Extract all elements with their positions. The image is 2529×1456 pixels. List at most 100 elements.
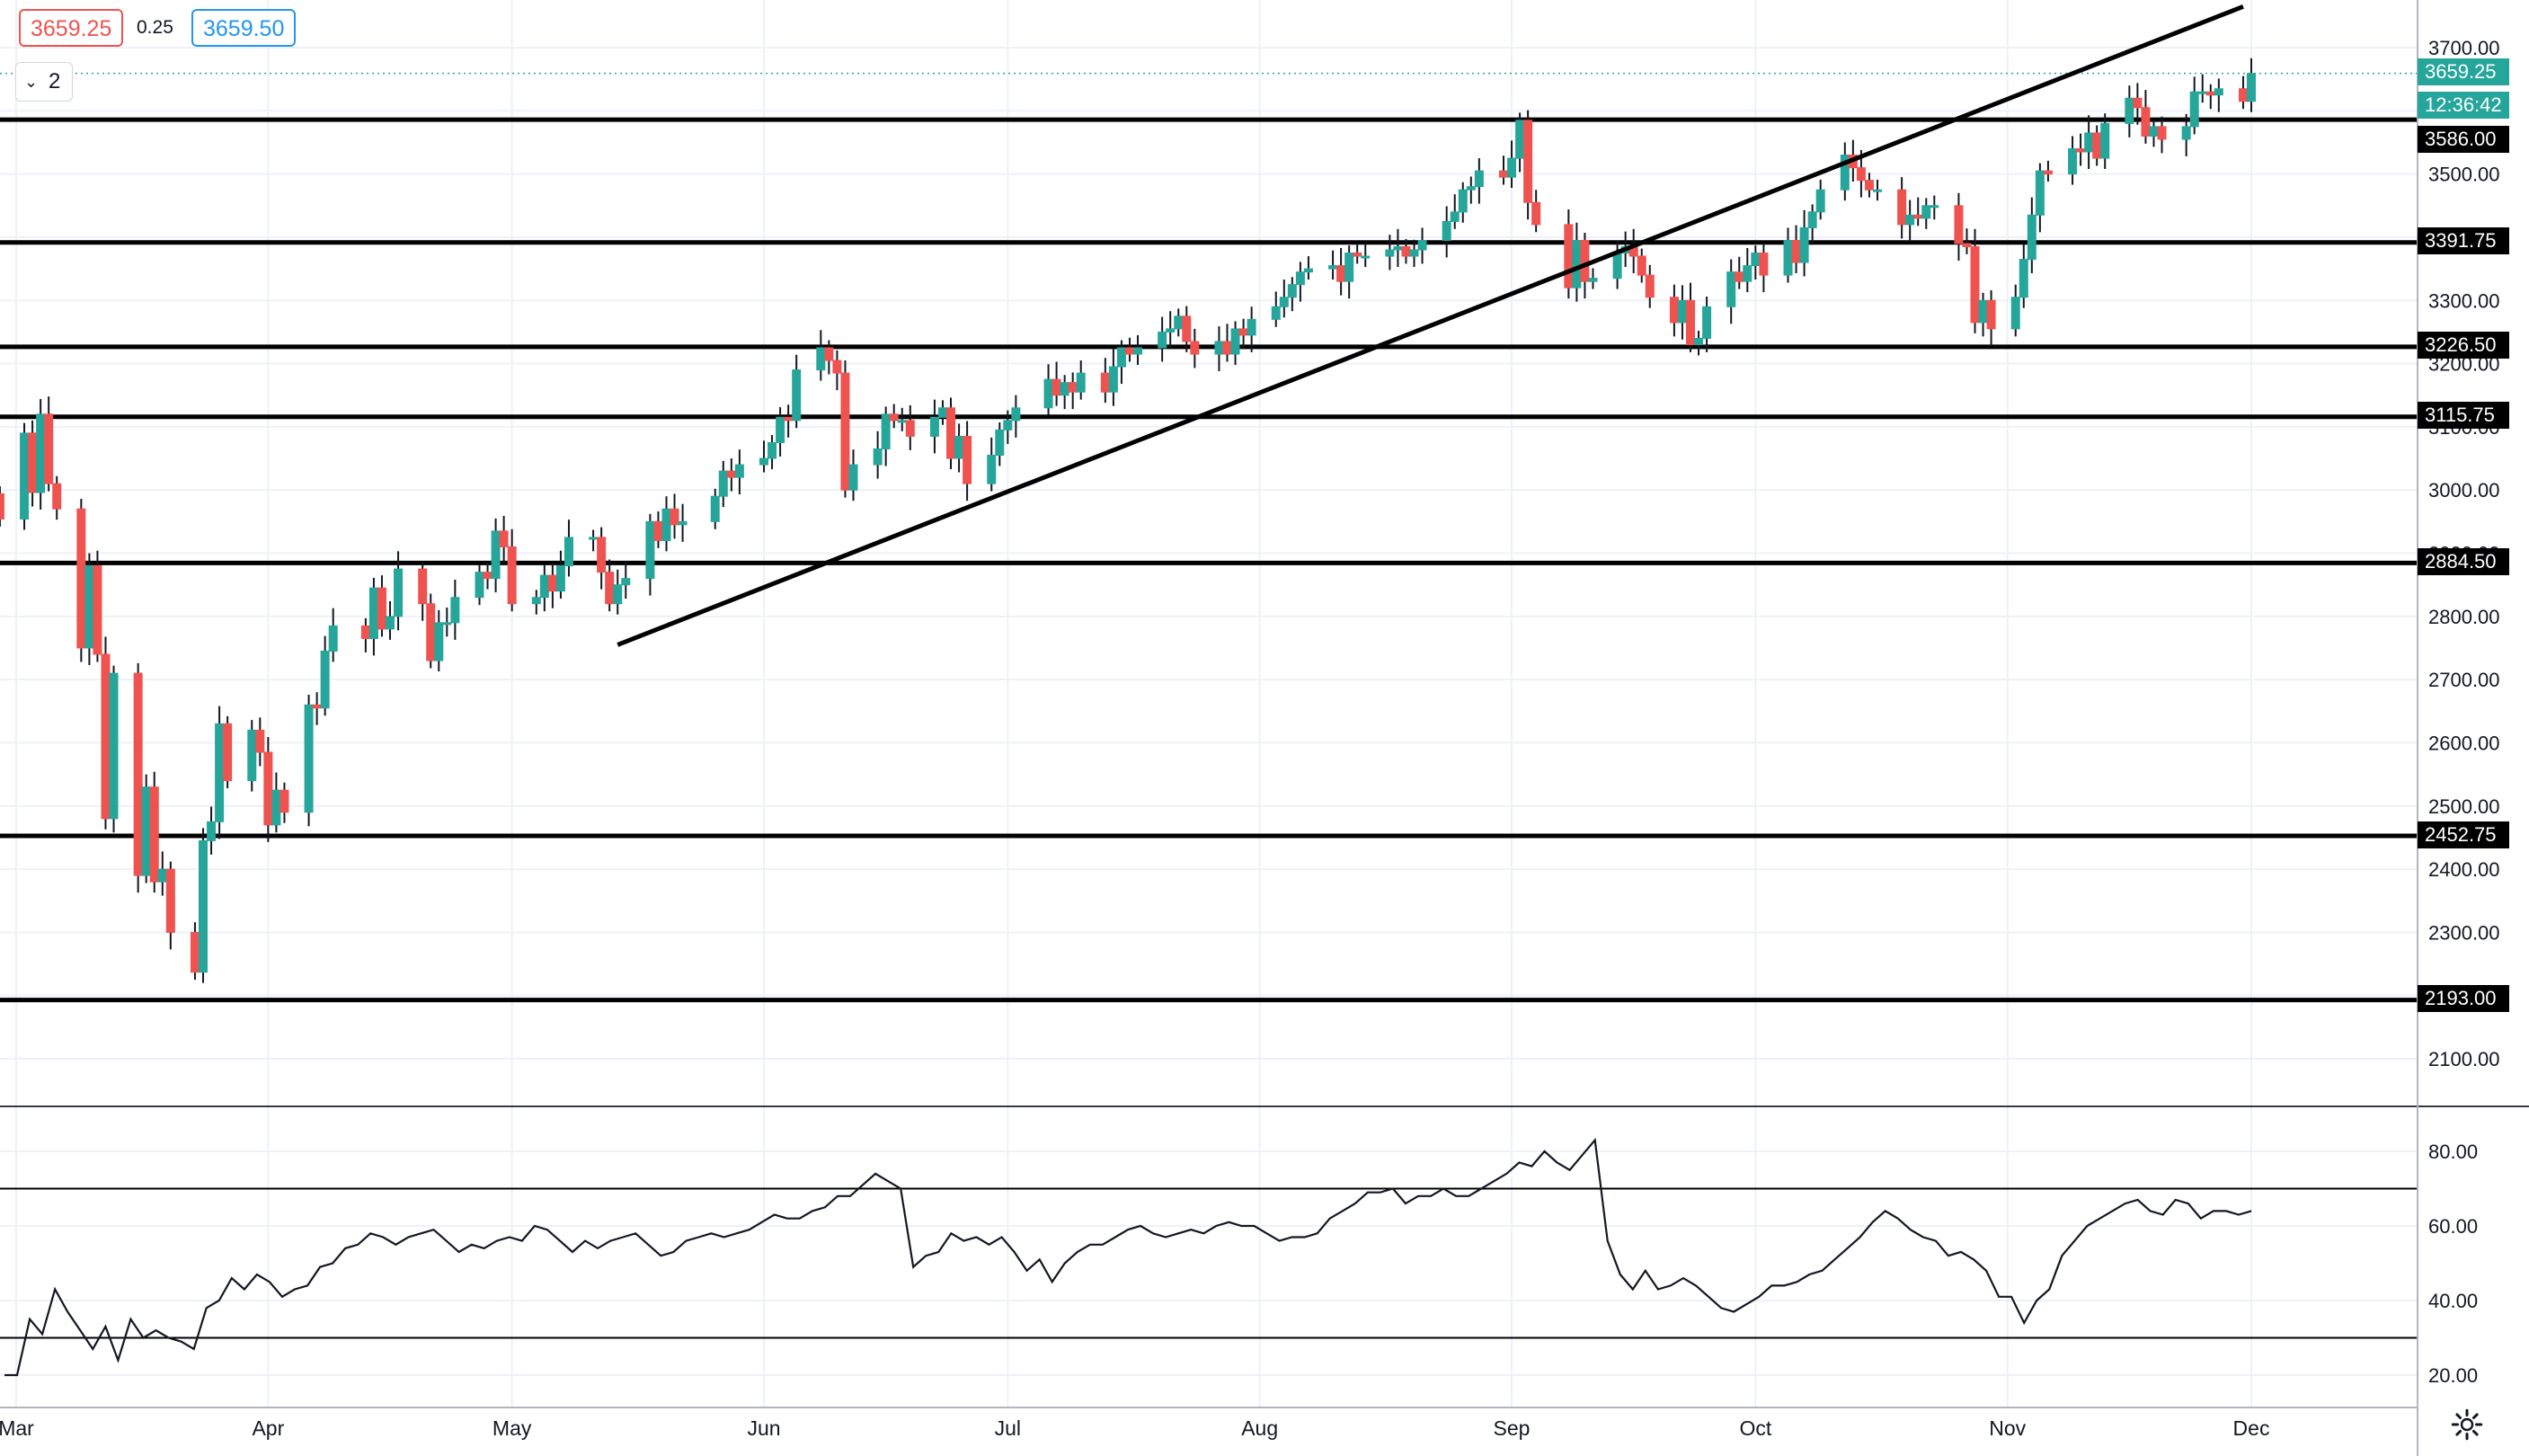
candle xyxy=(1694,337,1704,345)
candle xyxy=(1856,167,1866,182)
candle xyxy=(621,578,631,586)
candle xyxy=(360,625,370,639)
candle xyxy=(1043,378,1053,409)
candle xyxy=(547,574,557,592)
candle xyxy=(2247,73,2256,102)
price-axis-label: 2300.00 xyxy=(2428,921,2500,944)
candle xyxy=(1133,347,1143,355)
ask-price[interactable]: 3659.50 xyxy=(191,9,297,47)
candle xyxy=(368,587,378,639)
candle xyxy=(1637,255,1646,276)
trendline[interactable] xyxy=(617,4,2244,647)
candle xyxy=(897,420,907,423)
candle xyxy=(1353,253,1362,257)
gear-icon[interactable] xyxy=(2451,1408,2483,1441)
candle xyxy=(2238,88,2248,102)
candle xyxy=(1726,271,1736,307)
candle xyxy=(1864,180,1874,191)
candlestick-series xyxy=(0,58,2256,983)
candle xyxy=(247,729,257,782)
candle xyxy=(1108,366,1118,393)
candle xyxy=(2100,122,2110,159)
candle xyxy=(1230,328,1240,355)
price-axis-label: 2500.00 xyxy=(2428,795,2500,818)
pane-toggle-button[interactable]: ⌄ 2 xyxy=(15,62,73,102)
candle xyxy=(149,786,159,883)
candle xyxy=(2019,259,2028,298)
candle xyxy=(223,723,233,782)
price-axis-label: 2800.00 xyxy=(2428,606,2500,628)
candle xyxy=(101,653,111,820)
candle xyxy=(563,537,573,567)
candle xyxy=(76,508,86,649)
price-axis-label: 2100.00 xyxy=(2428,1048,2500,1070)
candle xyxy=(1507,157,1517,178)
candle xyxy=(946,407,956,459)
candle xyxy=(2010,297,2020,330)
time-axis-label: Sep xyxy=(1494,1416,1531,1440)
time-axis-label: Mar xyxy=(0,1416,34,1440)
candle xyxy=(1214,341,1224,355)
candle xyxy=(954,435,964,459)
trendline-line[interactable] xyxy=(617,4,2244,647)
candle xyxy=(824,347,834,361)
time-axis-label: May xyxy=(492,1416,532,1440)
candle xyxy=(613,584,623,605)
candle xyxy=(1336,265,1346,282)
candle xyxy=(1962,243,1972,247)
bid-price[interactable]: 3659.25 xyxy=(19,9,124,47)
candle xyxy=(1913,214,1923,219)
candle xyxy=(271,789,281,826)
candle xyxy=(499,530,509,547)
candle xyxy=(1166,328,1176,333)
candle xyxy=(328,625,338,652)
candle xyxy=(377,587,386,630)
time-axis-label: Oct xyxy=(1739,1416,1771,1440)
candle xyxy=(1417,239,1427,251)
candle xyxy=(1295,271,1305,286)
horizontal-levels xyxy=(0,72,2418,1003)
candle xyxy=(1970,245,1980,324)
candle xyxy=(1361,255,1371,259)
candle xyxy=(93,565,102,655)
candle xyxy=(1247,318,1256,336)
candle xyxy=(215,723,225,822)
candle xyxy=(2205,91,2215,96)
candle xyxy=(1978,299,1988,324)
candle xyxy=(1645,274,1655,298)
candle xyxy=(44,413,54,484)
candle xyxy=(555,565,565,592)
oscillator-line xyxy=(4,1137,2252,1377)
price-axis-label: 3500.00 xyxy=(2428,164,2500,186)
candle xyxy=(1124,347,1134,355)
candle xyxy=(848,464,858,491)
level-tag: 3391.75 xyxy=(2418,227,2509,254)
candle xyxy=(873,448,883,466)
candle xyxy=(792,369,802,422)
candle xyxy=(2149,126,2159,137)
candle xyxy=(1385,249,1395,257)
time-axis-label: Jun xyxy=(747,1416,780,1440)
candle xyxy=(312,704,322,709)
candle xyxy=(1303,268,1313,273)
grid xyxy=(0,0,2418,1407)
candle xyxy=(1783,239,1793,276)
candle xyxy=(491,530,501,580)
candle xyxy=(190,931,200,973)
candle xyxy=(1238,328,1248,336)
candle xyxy=(2027,214,2037,261)
candle xyxy=(597,537,607,573)
candle xyxy=(1872,189,1882,192)
candle xyxy=(1523,120,1533,203)
candle xyxy=(1498,170,1508,178)
candle xyxy=(28,432,38,493)
candle xyxy=(1158,331,1167,349)
candle xyxy=(52,483,62,510)
candle xyxy=(394,568,404,617)
candle xyxy=(1751,253,1761,267)
candle xyxy=(1677,299,1687,324)
oscillator-axis-label: 80.00 xyxy=(2428,1141,2478,1163)
candle xyxy=(539,574,549,599)
candle xyxy=(20,432,30,520)
